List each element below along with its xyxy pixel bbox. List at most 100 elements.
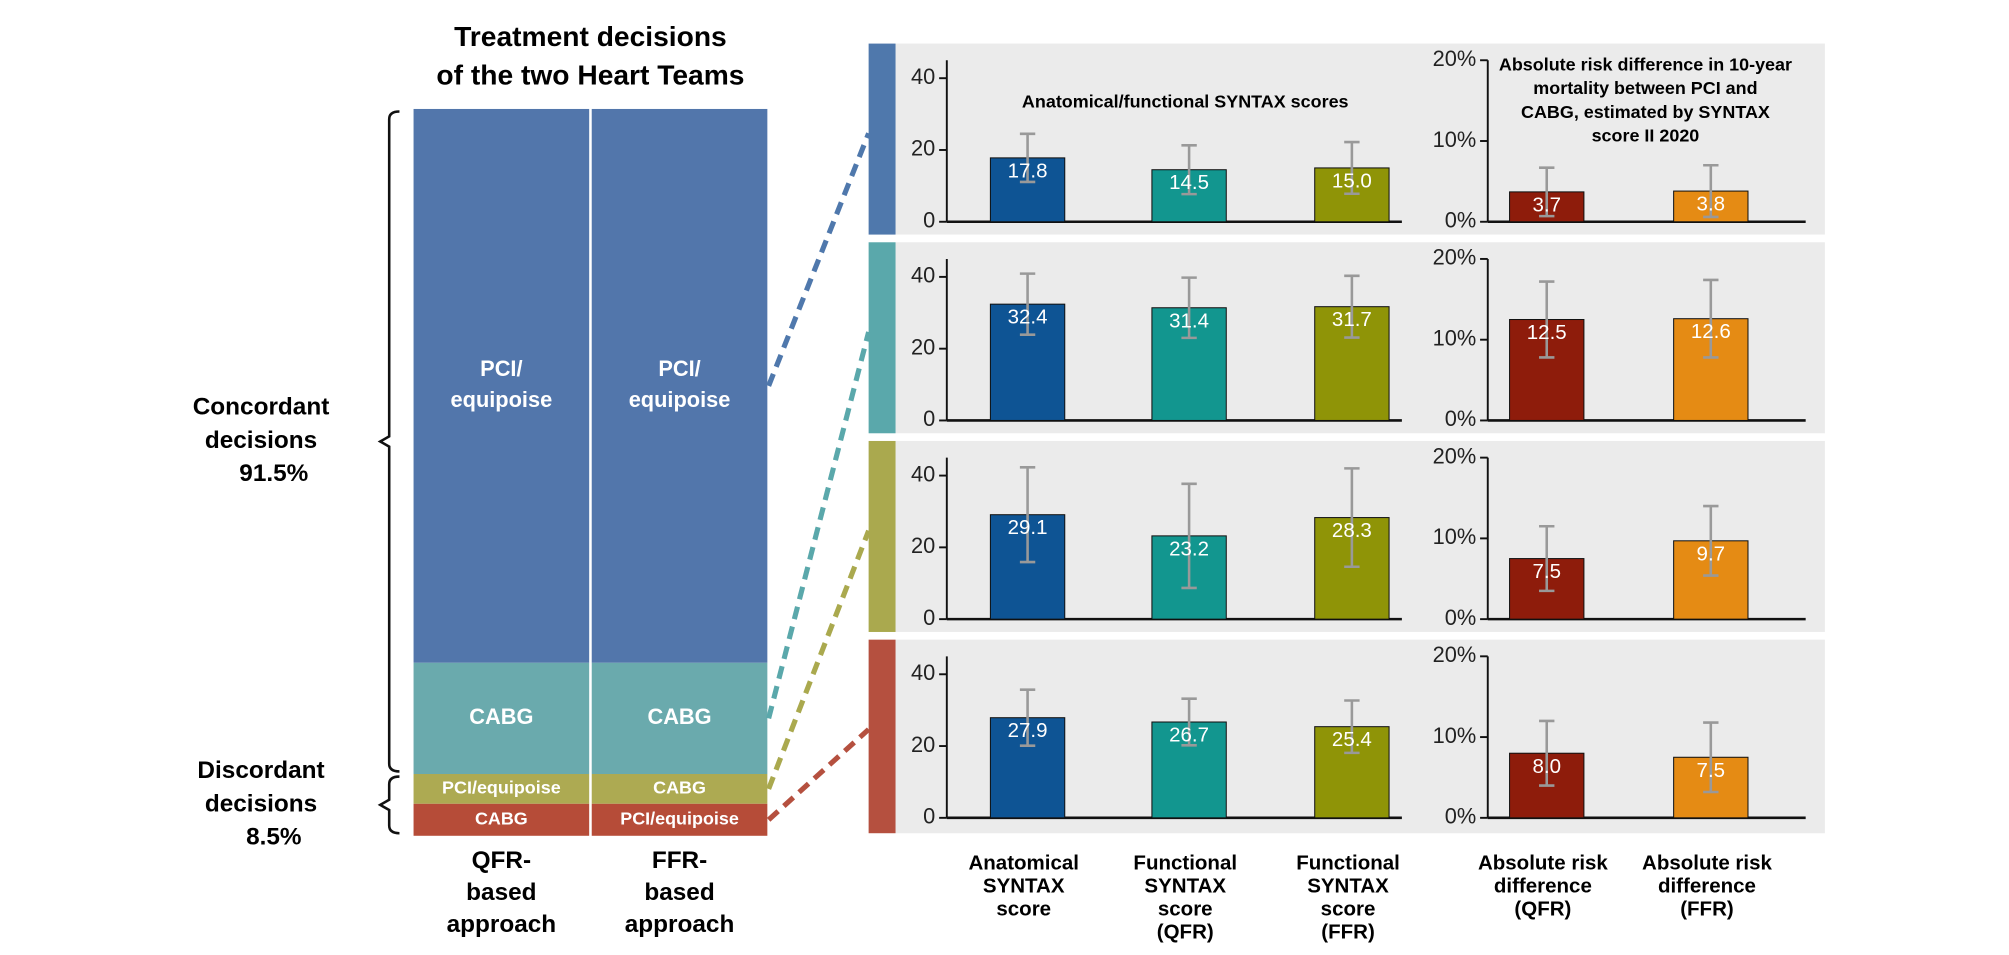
segment-label: PCI/ bbox=[658, 356, 700, 381]
error-bar bbox=[1344, 699, 1360, 755]
value-label: 27.9 bbox=[1008, 719, 1048, 742]
column-label: based bbox=[466, 879, 536, 906]
x-tick-label: SYNTAX bbox=[983, 874, 1065, 897]
error-bar bbox=[1019, 272, 1036, 336]
error-bar bbox=[1181, 697, 1197, 747]
bracket bbox=[377, 775, 400, 835]
y-tick-label: 20 bbox=[911, 732, 935, 757]
y-tick-label: 10% bbox=[1433, 325, 1477, 350]
chart-title: Treatment decisions bbox=[454, 20, 727, 52]
y-tick-label: 20% bbox=[1433, 245, 1477, 270]
value-label: 8.0 bbox=[1532, 755, 1561, 778]
segment-label: CABG bbox=[647, 704, 711, 729]
segment-label: equipoise bbox=[451, 387, 553, 412]
error-bar bbox=[1539, 166, 1555, 218]
y-tick-label: 10% bbox=[1433, 127, 1477, 152]
value-label: 7.5 bbox=[1697, 759, 1726, 782]
bracket bbox=[377, 110, 400, 773]
x-tick-label: SYNTAX bbox=[1307, 874, 1389, 897]
y-tick-label: 10% bbox=[1433, 723, 1477, 748]
value-label: 31.4 bbox=[1169, 309, 1209, 332]
segment bbox=[591, 803, 768, 836]
value-label: 17.8 bbox=[1008, 159, 1048, 182]
segment bbox=[591, 774, 768, 804]
error-bar bbox=[1703, 163, 1719, 219]
group-value: 91.5% bbox=[239, 460, 308, 487]
y-tick-label: 20 bbox=[911, 136, 935, 161]
x-tick-label: score bbox=[1158, 898, 1213, 921]
panel-title: mortality between PCI and bbox=[1533, 78, 1757, 98]
x-tick-label: Anatomical bbox=[968, 851, 1079, 874]
value-label: 23.2 bbox=[1169, 537, 1209, 560]
x-tick-label: Functional bbox=[1133, 851, 1237, 874]
value-label: 31.7 bbox=[1332, 308, 1372, 331]
value-label: 7.5 bbox=[1532, 560, 1561, 583]
column-label: QFR- bbox=[472, 847, 532, 874]
column-label: FFR- bbox=[652, 847, 707, 874]
column-label: approach bbox=[625, 911, 735, 938]
error-bar bbox=[1539, 524, 1555, 593]
panel-title: Anatomical/functional SYNTAX scores bbox=[1022, 91, 1349, 111]
x-tick-label: SYNTAX bbox=[1144, 874, 1226, 897]
value-label: 12.5 bbox=[1527, 321, 1567, 344]
x-tick-label: difference bbox=[1658, 874, 1756, 897]
y-tick-label: 40 bbox=[911, 64, 935, 89]
error-bar bbox=[1181, 482, 1197, 590]
segment bbox=[591, 662, 768, 775]
chart-title: of the two Heart Teams bbox=[436, 58, 744, 90]
x-tick-label: Functional bbox=[1296, 851, 1400, 874]
error-bar bbox=[1539, 719, 1555, 787]
value-label: 32.4 bbox=[1008, 306, 1048, 329]
row-strip bbox=[868, 639, 896, 834]
column-label: based bbox=[644, 879, 714, 906]
segment-label: CABG bbox=[469, 704, 533, 729]
segment-label: equipoise bbox=[629, 387, 731, 412]
connector bbox=[766, 132, 872, 387]
y-tick-label: 0 bbox=[923, 208, 935, 233]
error-bar bbox=[1019, 466, 1036, 564]
y-tick-label: 20% bbox=[1433, 46, 1477, 71]
panel-title: score II 2020 bbox=[1592, 126, 1700, 146]
group-label: Discordant bbox=[197, 757, 324, 784]
value-label: 26.7 bbox=[1169, 724, 1209, 747]
row-strip bbox=[868, 43, 896, 235]
x-tick-label: score bbox=[996, 898, 1051, 921]
segment-label: CABG bbox=[475, 809, 528, 829]
error-bar bbox=[1539, 280, 1555, 359]
error-bar bbox=[1019, 132, 1036, 184]
x-tick-label: Absolute risk bbox=[1642, 851, 1772, 874]
x-tick-label: difference bbox=[1494, 874, 1592, 897]
segment-label: CABG bbox=[653, 778, 706, 798]
value-label: 9.7 bbox=[1697, 542, 1726, 565]
y-tick-label: 20% bbox=[1433, 642, 1477, 667]
y-tick-label: 10% bbox=[1433, 524, 1477, 549]
group-label: Concordant bbox=[193, 394, 330, 421]
y-tick-label: 40 bbox=[911, 660, 935, 685]
segment bbox=[413, 662, 590, 775]
segment bbox=[413, 108, 590, 663]
segment bbox=[413, 774, 590, 804]
error-bar bbox=[1703, 721, 1719, 794]
error-bar bbox=[1703, 278, 1719, 359]
y-tick-label: 0 bbox=[923, 804, 935, 829]
connector bbox=[766, 331, 872, 720]
y-tick-label: 20 bbox=[911, 533, 935, 558]
panel-title: Absolute risk difference in 10-year bbox=[1499, 54, 1792, 74]
group-value: 8.5% bbox=[246, 824, 302, 851]
error-bar bbox=[1019, 688, 1036, 747]
value-label: 14.5 bbox=[1169, 171, 1209, 194]
segment-label: PCI/ bbox=[480, 356, 522, 381]
x-tick-label: Absolute risk bbox=[1478, 851, 1608, 874]
y-tick-label: 0% bbox=[1445, 605, 1476, 630]
x-tick-label: score bbox=[1321, 898, 1376, 921]
y-tick-label: 0% bbox=[1445, 208, 1476, 233]
segment bbox=[591, 108, 768, 663]
value-label: 3.8 bbox=[1697, 193, 1726, 216]
y-tick-label: 0 bbox=[923, 406, 935, 431]
value-label: 3.7 bbox=[1532, 193, 1561, 216]
panel-title: CABG, estimated by SYNTAX bbox=[1521, 102, 1770, 122]
row-strip bbox=[868, 440, 896, 632]
y-tick-label: 0% bbox=[1445, 406, 1476, 431]
group-label: decisions bbox=[205, 427, 317, 454]
